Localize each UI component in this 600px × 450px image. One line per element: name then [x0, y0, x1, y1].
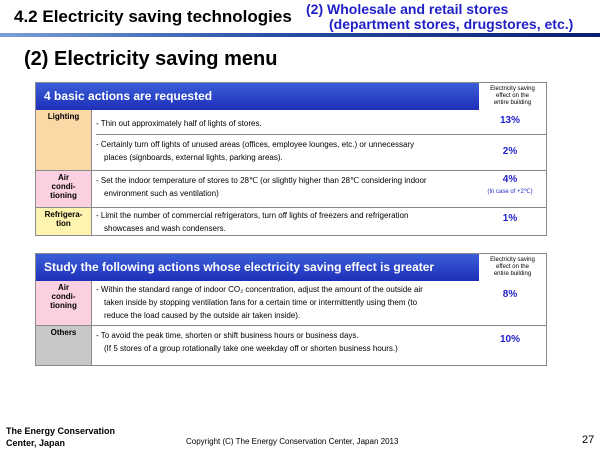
row-divider: [96, 134, 546, 135]
row-divider: [36, 207, 546, 208]
category-lighting: Lighting: [36, 110, 92, 170]
effect-value: 8%: [502, 289, 518, 300]
category-others: Others: [36, 326, 92, 365]
row-divider: [36, 325, 546, 326]
page-title: (2) Electricity saving menu: [24, 48, 278, 70]
action-description: - Limit the number of commercial refrige…: [96, 211, 409, 233]
section-subtitle-line2: (department stores, drugstores, etc.): [329, 16, 574, 32]
table-row: Refrigera- tion - Limit the number of co…: [36, 208, 546, 235]
effect-value: 4% (In case of +2℃): [480, 174, 540, 195]
section-title: 4.2 Electricity saving technologies: [14, 7, 292, 26]
greater-effect-panel: Study the following actions whose electr…: [35, 253, 547, 366]
panel-heading: Study the following actions whose electr…: [36, 254, 479, 281]
header-divider: [0, 33, 600, 37]
copyright-notice: Copyright (C) The Energy Conservation Ce…: [186, 437, 399, 446]
action-description: - To avoid the peak time, shorten or shi…: [96, 331, 398, 353]
action-description: - Set the indoor temperature of stores t…: [96, 176, 427, 198]
effect-value: 10%: [499, 334, 520, 345]
section-subtitle-line1: (2) Wholesale and retail stores: [306, 1, 509, 17]
action-description: - Thin out approximately half of lights …: [96, 119, 262, 128]
table-row: Lighting - Thin out approximately half o…: [36, 110, 546, 170]
effect-note: (In case of +2℃): [487, 189, 533, 195]
basic-actions-panel: 4 basic actions are requested Electricit…: [35, 82, 547, 236]
page-number: 27: [582, 434, 595, 446]
organization-name: The Energy Conservation Center, Japan: [6, 426, 116, 448]
panel-header: Study the following actions whose electr…: [36, 254, 546, 281]
effect-column-header: Electricity saving effect on the entire …: [490, 257, 535, 277]
slide-header: 4.2 Electricity saving technologies (2) …: [0, 0, 600, 32]
row-divider: [36, 170, 546, 171]
category-air-conditioning: Air condi- tioning: [36, 281, 92, 325]
category-air-conditioning: Air condi- tioning: [36, 171, 92, 207]
table-row: Others - To avoid the peak time, shorten…: [36, 326, 546, 365]
panel-header: 4 basic actions are requested Electricit…: [36, 83, 546, 110]
table-row: Air condi- tioning - Set the indoor temp…: [36, 171, 546, 207]
effect-value: 1%: [502, 213, 518, 224]
panel-heading: 4 basic actions are requested: [36, 83, 479, 110]
category-refrigeration: Refrigera- tion: [36, 208, 92, 235]
action-description: - Within the standard range of indoor CO…: [96, 285, 423, 320]
action-description: - Certainly turn off lights of unused ar…: [96, 140, 415, 162]
effect-value: 13%: [499, 115, 520, 126]
effect-value: 2%: [502, 146, 518, 157]
table-row: Air condi- tioning - Within the standard…: [36, 281, 546, 325]
effect-column-header: Electricity saving effect on the entire …: [490, 86, 535, 106]
